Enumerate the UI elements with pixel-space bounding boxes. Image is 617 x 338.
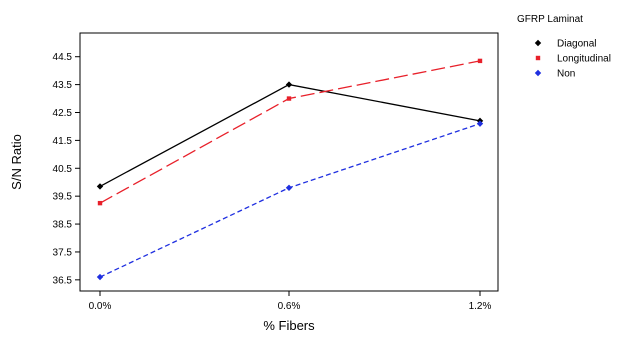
legend-label-diagonal: Diagonal xyxy=(557,39,596,50)
legend-label-non: Non xyxy=(557,69,575,80)
x-axis: 0.0% 0.6% 1.2% xyxy=(89,291,492,312)
legend-label-longitudinal: Longitudinal xyxy=(557,54,611,65)
y-tick-label: 40.5 xyxy=(53,164,73,175)
y-tick-label: 42.5 xyxy=(53,108,73,119)
y-tick-label: 44.5 xyxy=(53,52,73,63)
x-tick-label: 1.2% xyxy=(469,301,492,312)
y-axis: 36.5 37.5 38.5 39.5 40.5 41.5 42.5 43.5 44.5 xyxy=(53,52,80,286)
legend-title: GFRP Laminat xyxy=(517,14,583,25)
y-tick-label: 38.5 xyxy=(53,220,73,231)
legend-marker-longitudinal xyxy=(535,55,541,61)
data-point-diagonal xyxy=(96,183,104,190)
data-point-non xyxy=(96,273,104,281)
y-tick-label: 41.5 xyxy=(53,136,73,147)
y-tick-label: 39.5 xyxy=(53,192,73,203)
data-point-non xyxy=(476,120,484,127)
plot-frame xyxy=(79,32,499,292)
data-point-diagonal xyxy=(285,81,293,88)
y-tick-label: 43.5 xyxy=(53,80,73,91)
x-axis-title: % Fibers xyxy=(263,318,315,333)
x-tick-label: 0.0% xyxy=(89,301,112,312)
y-tick-label: 36.5 xyxy=(53,275,73,286)
data-point-longitudinal xyxy=(477,58,483,64)
legend-marker-diagonal xyxy=(534,39,542,47)
legend-marker-non xyxy=(534,69,542,77)
y-tick-label: 37.5 xyxy=(53,247,73,258)
data-point-longitudinal xyxy=(97,200,103,206)
x-tick-label: 0.6% xyxy=(278,301,301,312)
data-point-non xyxy=(285,184,293,191)
legend: Diagonal Longitudinal Non xyxy=(534,39,611,80)
series-line-non xyxy=(99,123,481,278)
series-group xyxy=(96,58,484,281)
data-point-longitudinal xyxy=(286,96,292,101)
y-axis-title: S/N Ratio xyxy=(9,134,24,190)
series-line-longitudinal xyxy=(99,60,481,204)
